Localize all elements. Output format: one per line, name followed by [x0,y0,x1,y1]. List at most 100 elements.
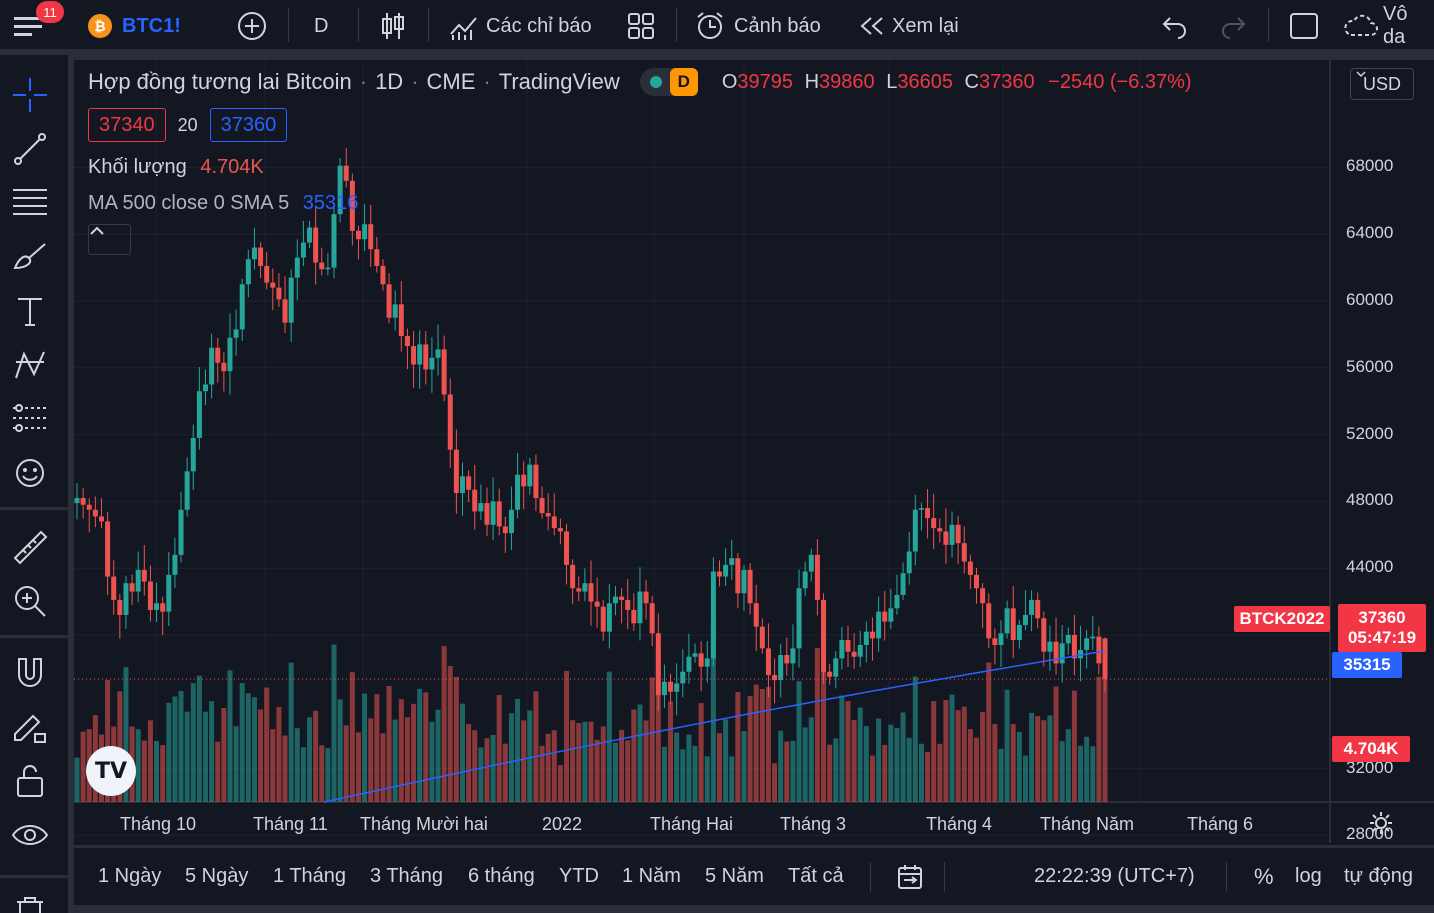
candle-body [576,588,582,592]
candle-body [1004,608,1010,634]
volume-bar [453,676,459,802]
layouts-button[interactable] [626,0,656,52]
volume-bar [166,702,172,802]
replay-button[interactable]: Xem lại [858,0,959,52]
volume-bar [582,721,588,802]
delete-tool[interactable] [8,887,52,913]
fib-tool[interactable] [8,181,52,225]
volume-bar [759,689,765,802]
save-cloud-button[interactable]: Vô da [1342,0,1434,52]
chart-pane[interactable]: Hợp đồng tương lai Bitcoin · 1D · CME · … [74,60,1434,903]
candle-body [1084,638,1090,651]
volume-bar [154,740,160,802]
volume-bar [123,667,129,802]
volume-bar [863,726,869,802]
currency-button[interactable]: USD [1350,68,1414,100]
fullscreen-button[interactable] [1288,0,1320,52]
volume-bar [967,729,973,802]
volume-bar [912,676,918,802]
tradingview-logo[interactable]: TV [86,746,136,796]
price-chart[interactable] [74,60,1434,903]
range-1y[interactable]: 1 Năm [622,865,681,887]
emoji-tool[interactable] [8,451,52,495]
volume-bar [784,741,790,802]
candle-body [778,655,784,681]
candle-body [435,349,441,358]
undo-button[interactable] [1160,0,1190,52]
measure-tool[interactable] [8,525,52,569]
interval-button[interactable]: D [314,14,329,37]
brush-tool[interactable] [8,235,52,279]
redo-button[interactable] [1218,0,1248,52]
compare-button[interactable] [236,0,268,52]
candle-body [466,476,472,490]
auto-scale-toggle[interactable]: tự động [1344,865,1413,887]
candle-body [123,583,129,615]
volume-bar [423,692,429,802]
volume-bar [374,694,380,802]
menu-button[interactable] [12,0,44,52]
lock-drawing-tool[interactable] [8,705,52,749]
instrument-title[interactable]: Hợp đồng tương lai Bitcoin [88,69,352,94]
pattern-tool[interactable] [8,343,52,387]
volume-legend[interactable]: Khối lượng 4.704K [88,156,264,179]
collapse-legend-button[interactable] [88,224,131,255]
range-ytd[interactable]: YTD [559,865,599,887]
range-5d[interactable]: 5 Ngày [185,865,249,887]
range-3m[interactable]: 3 Tháng [370,865,444,887]
candle-body [808,554,814,572]
fib-lines-icon [13,189,47,215]
volume-bar [380,733,386,802]
candle-body [264,265,270,283]
range-all[interactable]: Tất cả [788,865,844,887]
symbol-search-button[interactable]: ₿ BTC1! [88,0,181,52]
visibility-tool[interactable] [8,813,52,857]
range-1m[interactable]: 1 Tháng [273,865,347,887]
forecast-tool[interactable] [8,397,52,441]
crosshair-tool[interactable] [8,73,52,117]
volume-bar [894,728,900,802]
goto-date-button[interactable] [896,848,924,905]
clock-time[interactable]: 22:22:39 (UTC+7) [1034,865,1195,887]
range-5y[interactable]: 5 Năm [705,865,764,887]
buy-button[interactable]: 37360 [209,108,288,142]
indicators-button[interactable]: Các chỉ báo [448,0,592,52]
trendline-tool[interactable] [8,127,52,171]
candle-body [496,501,502,527]
candle-body [723,564,729,577]
candle-body [331,214,337,268]
text-icon [18,298,42,326]
volume-bar [937,743,943,802]
ma-legend[interactable]: MA 500 close 0 SMA 5 35316 [88,192,358,215]
market-status[interactable]: D [639,68,698,96]
volume-bar [747,696,753,802]
plot-area [74,60,1330,802]
candle-body [92,509,98,517]
range-6m[interactable]: 6 tháng [468,865,535,887]
time-label: Tháng Năm [1040,814,1135,834]
range-1d[interactable]: 1 Ngày [98,865,162,887]
percent-scale-toggle[interactable]: % [1254,863,1274,889]
volume-bar [1010,724,1016,802]
volume-bar [692,745,698,802]
sell-button[interactable]: 37340 [88,108,166,142]
indicators-label: Các chỉ báo [486,14,592,37]
lock-all-tool[interactable] [8,759,52,803]
magnet-tool[interactable] [8,651,52,695]
volume-bar [717,733,722,802]
volume-bar [343,725,349,802]
log-scale-toggle[interactable]: log [1295,865,1322,887]
candle-body [313,227,319,263]
volume-bar [637,704,643,802]
alerts-button[interactable]: Cảnh báo [694,0,821,52]
price-label: 56000 [1346,356,1394,376]
volume-bar [808,717,814,802]
replay-label: Xem lại [892,14,959,37]
text-tool[interactable] [8,289,52,333]
candle-body [772,675,778,681]
volume-bar [264,687,270,802]
zoom-tool[interactable] [8,579,52,623]
chart-type-button[interactable] [378,0,408,52]
candle-body [533,464,539,499]
candle-body [967,561,973,575]
